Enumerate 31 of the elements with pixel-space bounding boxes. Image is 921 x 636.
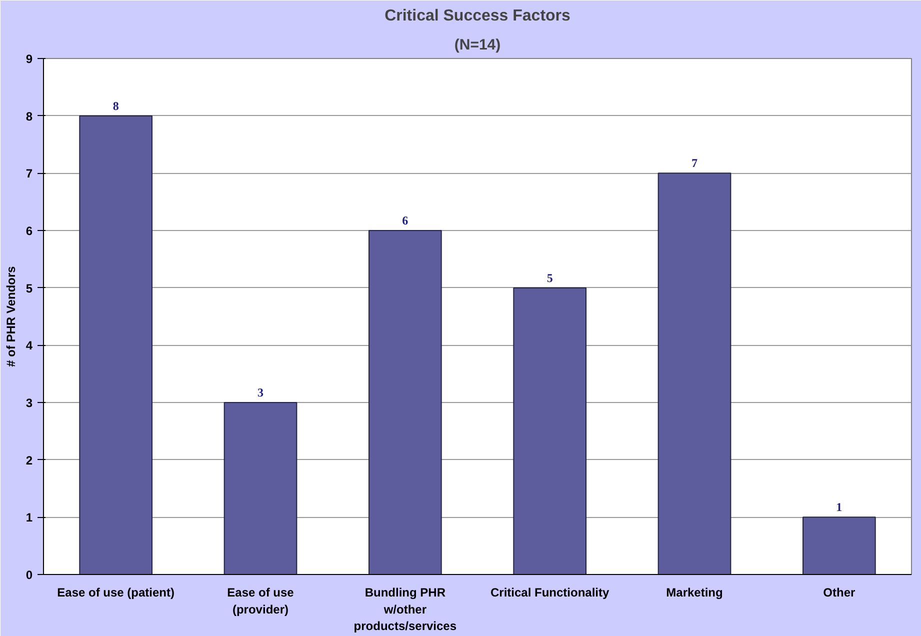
- bar: [802, 516, 876, 574]
- data-label: 8: [112, 98, 119, 113]
- y-tick-label: 1: [26, 510, 33, 525]
- y-tick-label: 8: [26, 109, 33, 124]
- y-tick-label: 7: [26, 166, 33, 181]
- y-tick-label: 0: [26, 568, 33, 582]
- data-label: 3: [258, 386, 264, 400]
- data-label: 1: [836, 500, 842, 514]
- y-axis-title: # of PHR Vendors: [4, 266, 18, 367]
- bar: [658, 172, 732, 574]
- chart-title: Critical Success Factors: [384, 8, 571, 24]
- bar: [368, 230, 442, 574]
- bar: [513, 287, 586, 574]
- bar: [79, 115, 152, 574]
- y-tick-label: 4: [26, 338, 33, 353]
- y-tick-label: 9: [26, 52, 33, 66]
- x-tick-label: Ease of use (patient): [57, 586, 175, 600]
- y-tick-label: 5: [26, 281, 33, 296]
- data-label: 5: [546, 270, 553, 285]
- x-tick-label: Bundling PHR w/other products/services: [354, 586, 457, 634]
- data-label: 6: [402, 214, 408, 228]
- y-tick-label: 2: [26, 453, 33, 468]
- x-tick-label: Critical Functionality: [490, 586, 610, 600]
- x-tick-label: Ease of use (provider): [227, 586, 294, 616]
- y-tick-label: 3: [26, 396, 33, 410]
- bar: [224, 402, 298, 574]
- y-tick-label: 6: [26, 224, 33, 238]
- x-tick-label: Other: [823, 586, 856, 600]
- x-tick-label: Marketing: [666, 586, 723, 600]
- data-label: 7: [692, 156, 698, 170]
- chart-subtitle: (N=14): [454, 36, 501, 54]
